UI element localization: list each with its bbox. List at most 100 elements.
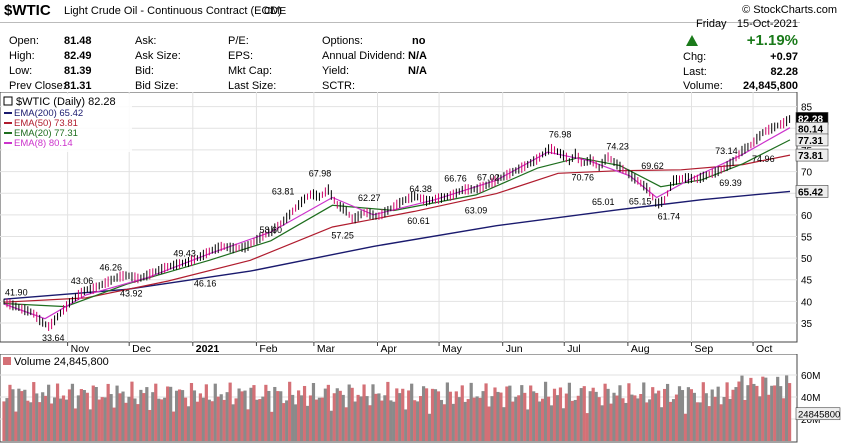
volume-bar bbox=[186, 406, 191, 441]
volume-bar bbox=[618, 385, 622, 441]
volume-bar bbox=[680, 390, 685, 441]
volume-bar bbox=[564, 393, 569, 441]
volume-bar bbox=[249, 387, 253, 441]
volume-bar bbox=[219, 394, 223, 441]
volume-bar bbox=[773, 385, 777, 441]
volume-bar bbox=[55, 383, 60, 441]
volume-bar bbox=[160, 399, 164, 441]
bid-size-label: Bid Size: bbox=[135, 80, 179, 92]
volume-last-badge-label: 24845800 bbox=[798, 410, 840, 421]
volume-bar bbox=[139, 389, 143, 441]
legend-ema20-text: EMA(20) 77.31 bbox=[14, 128, 78, 139]
volume-bar bbox=[392, 401, 396, 441]
chg-label: Chg: bbox=[683, 51, 707, 63]
volume-bar bbox=[451, 403, 455, 441]
volume-bar bbox=[442, 404, 447, 441]
volume-bar bbox=[698, 402, 702, 441]
volume-bar bbox=[326, 384, 330, 441]
volume-bar bbox=[23, 389, 27, 441]
volume-bar bbox=[588, 391, 592, 441]
price-annotation: 57.25 bbox=[331, 231, 354, 241]
volume-bar bbox=[651, 387, 655, 441]
volume-last-badge bbox=[795, 407, 841, 421]
legend-price: $WTIC (Daily) 82.28 bbox=[3, 96, 116, 108]
volume-bar bbox=[660, 407, 664, 441]
volume-bar bbox=[410, 383, 414, 441]
annual-dividend-value: N/A bbox=[408, 50, 427, 62]
volume-bar bbox=[58, 398, 63, 441]
volume-bar bbox=[228, 382, 232, 441]
volume-bar bbox=[416, 401, 420, 441]
volume-bar bbox=[210, 401, 214, 441]
ema-badge-label: 73.81 bbox=[798, 151, 823, 162]
volume-bar bbox=[457, 397, 461, 441]
volume-bar bbox=[439, 399, 444, 441]
volume-bar bbox=[347, 384, 351, 441]
volume-bar bbox=[695, 402, 699, 441]
quote-day: Friday bbox=[696, 18, 727, 30]
volume-bar bbox=[180, 390, 185, 441]
volume-bar bbox=[609, 403, 613, 441]
volume-bar bbox=[454, 391, 458, 441]
volume-bar bbox=[758, 396, 762, 441]
volume-bar bbox=[291, 394, 295, 441]
volume-bar bbox=[401, 388, 405, 441]
price-annotation: 70.76 bbox=[571, 172, 594, 182]
volume-bar bbox=[576, 395, 580, 441]
volume-bar bbox=[389, 400, 393, 441]
price-annotation: 49.43 bbox=[173, 249, 196, 259]
volume-bar bbox=[665, 383, 670, 441]
volume-bar bbox=[189, 383, 194, 441]
volume-bar bbox=[64, 399, 69, 441]
volume-bar bbox=[722, 397, 726, 441]
volume-bar bbox=[424, 388, 429, 441]
last-value: 82.28 bbox=[770, 66, 798, 78]
volume-bar bbox=[787, 383, 792, 441]
volume-bar bbox=[273, 386, 277, 441]
volume-bar bbox=[543, 381, 548, 441]
volume-bar bbox=[514, 396, 518, 441]
volume-bar bbox=[752, 383, 756, 441]
volume-bar bbox=[481, 391, 485, 441]
change-percent: +1.19% bbox=[746, 32, 798, 49]
volume-bar bbox=[493, 387, 497, 441]
price-annotation: 74.23 bbox=[606, 141, 629, 151]
volume-bar bbox=[222, 399, 226, 441]
volume-bar bbox=[88, 409, 92, 441]
volume-bar bbox=[166, 386, 170, 441]
volume-bar bbox=[671, 399, 676, 441]
volume-bar bbox=[100, 397, 104, 441]
price-annotation: 58.60 bbox=[260, 225, 283, 235]
volume-bar bbox=[645, 402, 649, 441]
volume-bar bbox=[338, 390, 342, 441]
price-tick-label: 60 bbox=[801, 211, 813, 222]
volume-bar bbox=[174, 390, 179, 441]
price-gridlines bbox=[0, 106, 797, 324]
volume-bar bbox=[118, 393, 122, 441]
time-tick-label: Mar bbox=[317, 343, 336, 354]
volume-bar bbox=[261, 396, 265, 441]
volume-bar bbox=[541, 398, 545, 441]
volume-bar bbox=[252, 385, 256, 441]
yield-value: N/A bbox=[408, 65, 427, 77]
volume-bar bbox=[285, 400, 289, 441]
price-tick-label: 50 bbox=[801, 254, 813, 265]
volume-bar bbox=[267, 390, 271, 441]
volume-bar bbox=[782, 398, 786, 441]
volume-bar bbox=[731, 389, 735, 441]
volume-bar bbox=[302, 385, 307, 441]
volume-bar bbox=[463, 401, 467, 441]
volume-bar bbox=[579, 388, 583, 441]
volume-bar bbox=[201, 397, 205, 441]
legend-ema50-text: EMA(50) 73.81 bbox=[14, 118, 78, 129]
price-annotation: 74.96 bbox=[752, 154, 775, 164]
price-annotation: 63.09 bbox=[465, 205, 488, 215]
volume-bar bbox=[648, 399, 652, 441]
ema200-line bbox=[3, 190, 791, 300]
volume-bar bbox=[73, 408, 78, 441]
volume-bar bbox=[32, 382, 36, 441]
price-annotation: 60.61 bbox=[407, 216, 430, 226]
volume-bar bbox=[719, 404, 723, 441]
volume-bar bbox=[657, 390, 661, 441]
